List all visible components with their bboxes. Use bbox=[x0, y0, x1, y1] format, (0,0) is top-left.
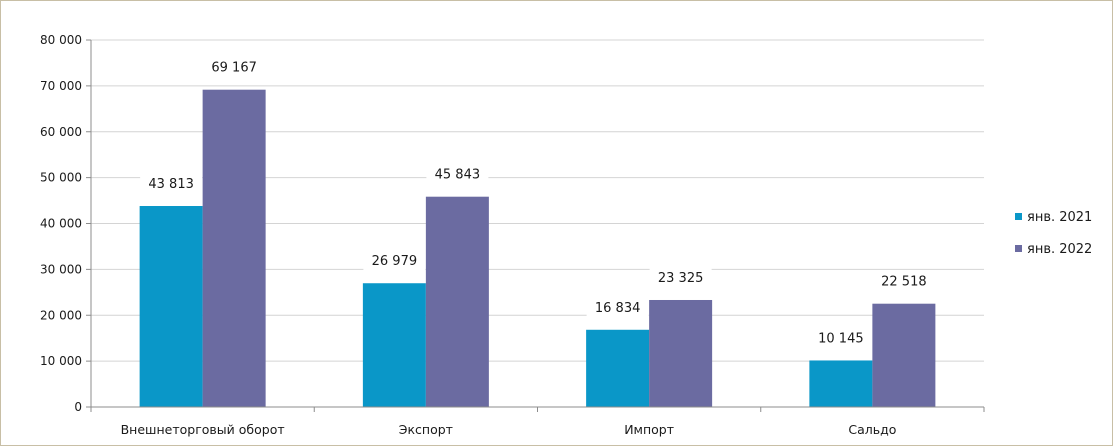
y-axis-ticks: 0 10 000 20 000 30 000 40 000 50 000 60 000 70 … bbox=[40, 33, 91, 414]
data-label: 23 325 bbox=[658, 271, 704, 286]
legend-label: янв. 2021 bbox=[1027, 210, 1092, 225]
category-label: Экспорт bbox=[399, 422, 453, 437]
data-label-bg bbox=[649, 267, 712, 288]
y-tick-label: 0 bbox=[74, 400, 82, 414]
y-tick-label: 40 000 bbox=[40, 217, 82, 231]
y-tick-label: 30 000 bbox=[40, 262, 82, 276]
data-labels: 43 813 69 167 26 979 45 843 16 834 23 325 10 1… bbox=[140, 57, 935, 349]
bar-jan-2022 bbox=[425, 196, 489, 407]
data-label: 22 518 bbox=[881, 275, 927, 290]
y-tick-label: 80 000 bbox=[40, 33, 82, 47]
data-label: 10 145 bbox=[818, 331, 864, 346]
data-label: 45 843 bbox=[435, 168, 481, 183]
bar-jan-2021 bbox=[586, 329, 650, 407]
data-label-bg bbox=[426, 164, 489, 185]
bar-jan-2021 bbox=[809, 360, 873, 407]
data-label: 26 979 bbox=[372, 254, 418, 269]
y-tick-label: 50 000 bbox=[40, 171, 82, 185]
legend-swatch bbox=[1015, 213, 1022, 220]
data-label-bg bbox=[203, 57, 266, 78]
bars bbox=[139, 89, 936, 408]
data-label-bg bbox=[140, 174, 203, 195]
bar-jan-2022 bbox=[872, 303, 936, 407]
bar-jan-2021 bbox=[362, 283, 426, 407]
bar-jan-2022 bbox=[649, 299, 713, 407]
category-label: Импорт bbox=[624, 422, 674, 437]
data-label-bg bbox=[809, 328, 872, 349]
category-label: Сальдо bbox=[848, 422, 896, 437]
y-tick-label: 20 000 bbox=[40, 308, 82, 322]
data-label-bg bbox=[586, 297, 649, 318]
data-label-bg bbox=[363, 251, 426, 272]
data-label: 43 813 bbox=[148, 177, 194, 192]
category-label: Внешнеторговый оборот bbox=[121, 422, 285, 437]
legend-swatch bbox=[1015, 245, 1022, 252]
y-tick-label: 70 000 bbox=[40, 79, 82, 93]
category-labels: Внешнеторговый оборот Экспорт Импорт Сальдо bbox=[121, 422, 897, 437]
y-tick-label: 10 000 bbox=[40, 354, 82, 368]
bar-jan-2021 bbox=[139, 206, 203, 407]
axes bbox=[90, 40, 985, 412]
data-label: 69 167 bbox=[211, 61, 257, 76]
legend-label: янв. 2022 bbox=[1027, 242, 1092, 257]
bar-jan-2022 bbox=[202, 89, 266, 408]
data-label: 16 834 bbox=[595, 301, 641, 316]
y-tick-label: 60 000 bbox=[40, 125, 82, 139]
data-label-bg bbox=[872, 271, 935, 292]
legend: янв. 2021 янв. 2022 bbox=[1015, 210, 1092, 257]
